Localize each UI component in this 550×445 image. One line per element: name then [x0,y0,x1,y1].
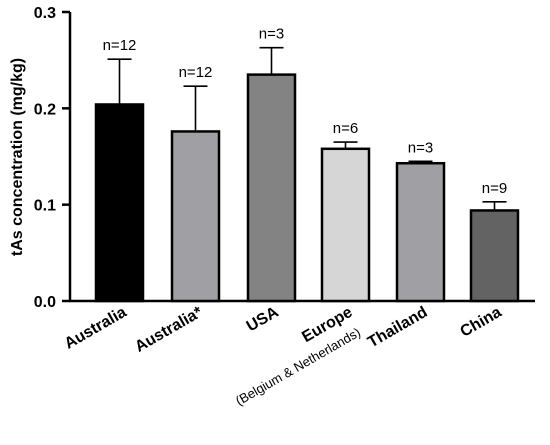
error-bars [107,46,507,211]
n-label: n=6 [333,120,358,137]
bar [246,73,297,303]
x-tick-sublabel: (Belgium & Netherlands) [233,325,363,409]
bar [395,161,446,303]
x-tick-label: Australia [62,304,130,353]
n-label: n=3 [408,139,433,156]
n-labels: n=12 n=12 n=3 n=6 n=3 n=9 [103,26,508,197]
n-label: n=9 [482,180,507,197]
bars [94,73,520,303]
y-ticks: 0.0 0.1 0.2 0.3 [34,5,70,311]
bar [469,209,520,303]
x-tick-label: Australia* [132,303,206,355]
y-tick-label: 0.3 [34,5,56,22]
n-label: n=3 [259,26,284,43]
y-tick-label: 0.2 [34,101,56,118]
x-tick-label: Thailand [365,304,430,352]
n-label: n=12 [103,37,137,54]
y-tick-label: 0.0 [34,294,56,311]
axes [68,12,535,303]
n-label: n=12 [179,64,213,81]
x-tick-label: China [458,304,505,341]
bar [94,103,145,303]
y-axis-title: tAs concentration (mg/kg) [9,58,26,256]
bar [320,147,371,303]
x-tick-label: USA [244,304,282,336]
bar [170,130,221,303]
y-tick-label: 0.1 [34,198,56,215]
x-tick-labels: Australia Australia* USA Europe(Belgium & N… [62,303,505,408]
